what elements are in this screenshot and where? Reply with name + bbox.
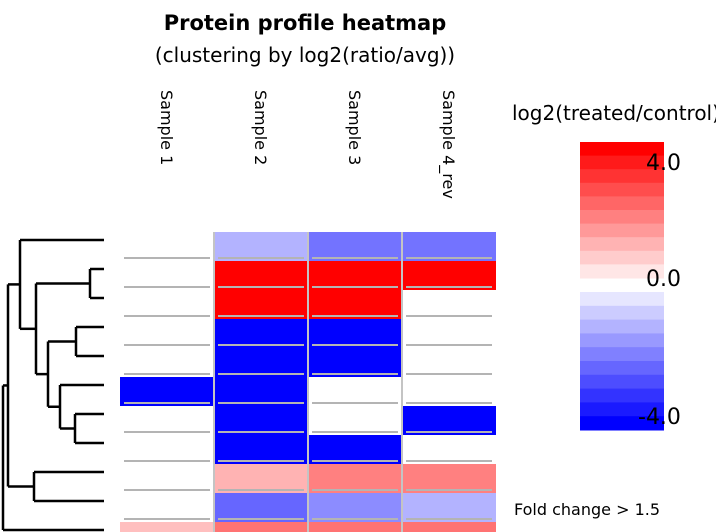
scale-swatch [580, 319, 664, 334]
heatmap-cell [120, 232, 214, 261]
heatmap-cell [402, 348, 496, 377]
column-label: Sample 3 [345, 90, 364, 165]
scale-swatch [580, 210, 664, 225]
scale-swatch [580, 142, 664, 157]
scale-swatch [580, 374, 664, 390]
scale-swatch [580, 305, 664, 321]
heatmap-cell [214, 493, 308, 522]
heatmap-cell [120, 522, 214, 532]
column-labels: Sample 1 Sample 2 Sample 3 Sample 4_rev [157, 90, 458, 199]
heatmap-cell [308, 464, 402, 493]
scale-swatch [580, 196, 664, 211]
heatmap-cell [402, 290, 496, 319]
column-label: Sample 2 [251, 90, 270, 165]
heatmap-cell [402, 522, 496, 532]
heatmap-cell [308, 406, 402, 435]
scale-swatch [580, 169, 664, 184]
scale-min-label: -4.0 [638, 405, 681, 430]
heatmap-cell [308, 435, 402, 464]
heatmap-cell [214, 261, 308, 290]
heatmap-cell [214, 522, 308, 532]
heatmap-cell [214, 319, 308, 348]
heatmap-cell [120, 348, 214, 377]
scale-swatch [580, 402, 664, 417]
scale-swatch [580, 333, 664, 348]
heatmap-cell [308, 290, 402, 319]
heatmap-cell [120, 290, 214, 319]
heatmap-cell [308, 261, 402, 290]
chart-subtitle: (clustering by log2(ratio/avg)) [155, 43, 455, 67]
heatmap-cell [120, 493, 214, 522]
heatmap-cell [120, 261, 214, 290]
heatmap-cell [214, 232, 308, 261]
scale-swatch [580, 237, 664, 252]
heatmap-cell [402, 377, 496, 406]
scale-mid-label: 0.0 [646, 267, 681, 292]
heatmap-cell [402, 261, 496, 290]
heatmap-cell [402, 232, 496, 261]
heatmap-cell [402, 406, 496, 435]
row-annotation: Paired T-test p < 0.05 [514, 529, 688, 532]
heatmap-cell [214, 290, 308, 319]
color-scale-label: log2(treated/control) [512, 101, 716, 125]
heatmap-cell [214, 464, 308, 493]
heatmap-cell [120, 377, 214, 406]
heatmap-cells [120, 232, 496, 532]
scale-swatch [580, 250, 664, 265]
scale-swatch [580, 416, 664, 431]
color-scale-legend [580, 142, 664, 431]
scale-max-label: 4.0 [646, 151, 681, 176]
scale-swatch [580, 388, 664, 403]
heatmap-cell [402, 319, 496, 348]
heatmap-cell [214, 377, 308, 406]
heatmap-cell [308, 348, 402, 377]
heatmap-cell [308, 522, 402, 532]
heatmap-cell [120, 435, 214, 464]
row-annotations: Fold change > 1.5 Paired T-test p < 0.05 [514, 500, 688, 532]
column-label: Sample 1 [157, 90, 176, 165]
row-annotation: Fold change > 1.5 [514, 500, 660, 519]
scale-swatch [580, 182, 664, 197]
heatmap-cell [402, 464, 496, 493]
heatmap-cell [308, 377, 402, 406]
heatmap-cell [402, 435, 496, 464]
heatmap-cell [214, 348, 308, 377]
heatmap-cell [120, 464, 214, 493]
scale-swatch [580, 264, 664, 279]
chart-title: Protein profile heatmap [164, 11, 447, 35]
column-label: Sample 4_rev [438, 90, 458, 199]
heatmap-cell [120, 406, 214, 435]
heatmap-cell [308, 493, 402, 522]
scale-swatch [580, 361, 664, 376]
heatmap-cell [214, 435, 308, 464]
scale-swatch [580, 155, 664, 170]
scale-swatch [580, 292, 664, 307]
dendrogram [1, 238, 104, 532]
scale-swatch [580, 223, 664, 238]
heatmap-cell [402, 493, 496, 522]
heatmap-cell [120, 319, 214, 348]
scale-swatch [580, 347, 664, 362]
heatmap-cell [308, 319, 402, 348]
heatmap-cell [308, 232, 402, 261]
heatmap-cell [214, 406, 308, 435]
